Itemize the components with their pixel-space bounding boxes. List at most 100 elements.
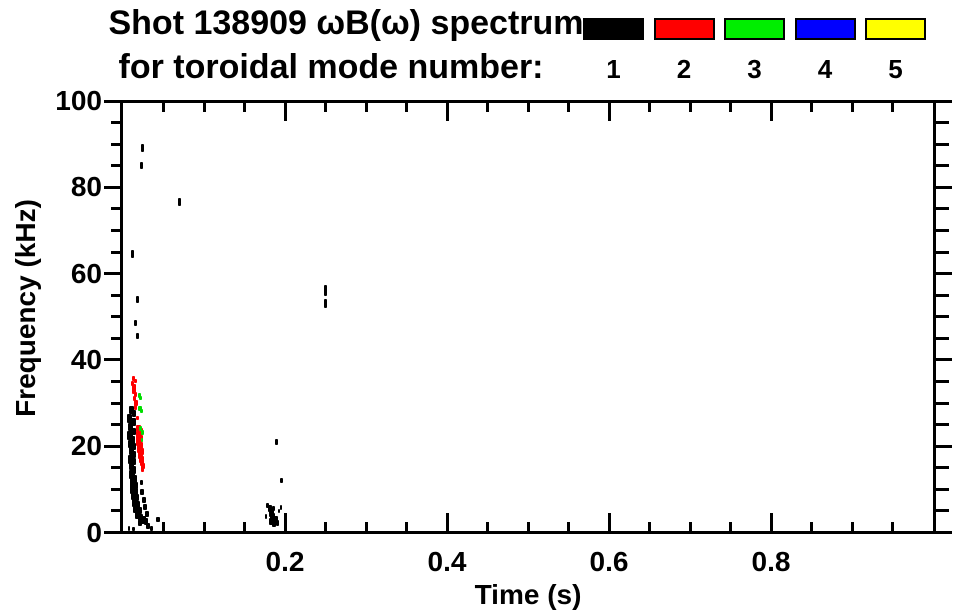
y-minor-tick-right	[936, 487, 949, 491]
data-point	[142, 504, 147, 511]
data-point	[141, 463, 146, 470]
x-minor-tick	[243, 522, 246, 531]
data-point	[277, 509, 280, 514]
data-point	[138, 451, 144, 460]
data-point	[133, 400, 138, 407]
data-point	[131, 427, 137, 435]
y-major-tick-right	[936, 531, 952, 534]
x-minor-tick	[729, 522, 732, 531]
data-point	[138, 520, 142, 526]
data-point	[138, 405, 142, 411]
data-point	[132, 504, 139, 513]
x-major-tick	[445, 513, 449, 531]
y-major-tick-right	[936, 358, 952, 362]
x-axis-title: Time (s)	[474, 579, 582, 610]
x-minor-tick	[486, 522, 489, 531]
x-major-tick-top	[607, 103, 611, 121]
data-point	[136, 507, 142, 515]
y-axis-title: Frequency (kHz)	[10, 199, 41, 417]
data-point	[129, 484, 136, 494]
data-point	[132, 383, 137, 390]
data-point	[324, 285, 327, 297]
data-point	[131, 410, 136, 418]
x-axis-bottom	[120, 531, 936, 534]
data-point	[272, 505, 276, 511]
y-minor-tick	[111, 336, 120, 340]
y-minor-tick-right	[936, 379, 949, 383]
x-major-tick	[607, 513, 611, 531]
y-minor-tick	[111, 207, 120, 211]
data-point	[140, 488, 145, 495]
data-point	[126, 413, 132, 423]
y-major-tick	[104, 185, 120, 189]
data-point	[133, 404, 137, 410]
legend-label-mode-5: 5	[888, 54, 903, 84]
y-minor-tick-right	[936, 401, 949, 405]
y-minor-tick-right	[936, 315, 949, 319]
data-point	[140, 162, 144, 170]
y-minor-tick-right	[936, 509, 949, 513]
legend-swatch-mode-4	[794, 18, 856, 40]
y-minor-tick	[111, 293, 120, 297]
data-point	[136, 333, 140, 340]
data-point	[178, 198, 182, 207]
data-point	[279, 504, 282, 510]
data-point	[130, 491, 137, 501]
y-minor-tick	[111, 466, 120, 470]
x-axis-top	[120, 100, 936, 103]
data-point	[269, 517, 274, 525]
data-point	[140, 429, 144, 435]
x-minor-tick	[162, 522, 165, 531]
data-point	[270, 512, 276, 521]
y-minor-tick	[111, 164, 120, 168]
data-point	[136, 416, 140, 421]
x-minor-tick	[850, 522, 854, 531]
data-point	[131, 381, 135, 387]
legend-label-mode-1: 1	[606, 54, 621, 84]
x-minor-tick-top	[567, 103, 570, 112]
data-point	[149, 525, 153, 531]
x-minor-tick-top	[405, 103, 408, 112]
x-minor-tick	[324, 522, 327, 531]
y-tick-label: 40	[70, 343, 102, 375]
y-minor-tick-right	[936, 121, 949, 125]
y-minor-tick	[111, 228, 120, 232]
data-point	[275, 438, 279, 445]
y-minor-tick	[111, 121, 120, 125]
x-tick-label: 0.2	[265, 546, 305, 577]
data-point	[128, 405, 134, 414]
x-major-tick-top	[445, 103, 449, 121]
y-tick-label: 20	[70, 430, 102, 462]
legend-label-mode-3: 3	[747, 54, 762, 84]
x-minor-tick	[891, 522, 894, 531]
data-point	[132, 375, 136, 381]
x-minor-tick-top	[891, 103, 894, 112]
x-major-tick	[769, 513, 773, 531]
data-point	[132, 457, 137, 465]
x-minor-tick-top	[526, 103, 530, 112]
y-minor-tick-right	[936, 293, 949, 297]
data-point	[268, 508, 274, 517]
x-minor-tick-top	[810, 103, 813, 112]
y-major-tick	[104, 272, 120, 276]
y-minor-tick	[111, 379, 120, 383]
y-minor-tick-right	[936, 336, 949, 340]
data-point	[129, 461, 135, 470]
data-point	[128, 469, 135, 479]
data-point	[142, 497, 147, 504]
data-point	[127, 440, 133, 449]
data-point	[131, 442, 136, 450]
data-point	[274, 516, 279, 523]
data-point	[143, 518, 148, 526]
y-tick-label: 0	[86, 516, 102, 548]
y-minor-tick	[111, 142, 120, 146]
data-point	[139, 395, 143, 400]
y-major-tick-right	[936, 185, 952, 189]
y-minor-tick-right	[936, 164, 949, 168]
y-axis-left	[120, 100, 123, 534]
data-point	[155, 517, 160, 523]
y-minor-tick	[111, 401, 120, 405]
data-point	[132, 527, 136, 532]
